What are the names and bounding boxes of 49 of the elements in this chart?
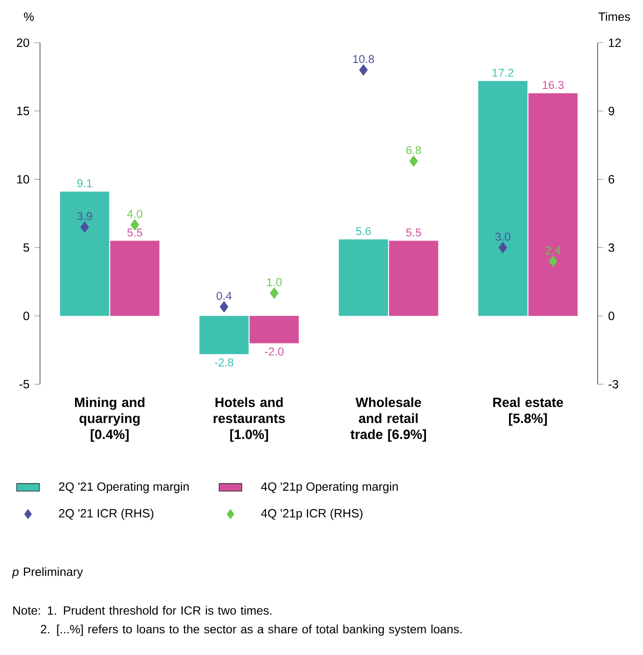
x-tick-label: Wholesale and retail trade [6.9%] — [350, 397, 426, 442]
bar — [60, 192, 110, 316]
y2-tick-label: 3 — [608, 243, 614, 252]
y-tick-label: 0 — [23, 312, 30, 320]
bar — [478, 80, 528, 316]
x-tick-label: Mining and quarrying [0.4%] — [75, 397, 144, 442]
data-label: 3.9 — [77, 212, 92, 220]
x-tick-label: Real estate [5.8%] — [493, 397, 564, 426]
data-label: 5.5 — [127, 228, 142, 236]
y2-axis-title: Times — [598, 12, 630, 21]
data-label: 9.1 — [77, 179, 92, 188]
legend-label: 4Q '21p Operating margin — [261, 482, 398, 494]
y-tick-label: 10 — [17, 175, 30, 184]
data-label: 3.0 — [495, 232, 510, 241]
legend-label: 2Q '21 ICR (RHS) — [59, 508, 154, 520]
data-label: 5.6 — [356, 227, 371, 236]
data-label: 0.4 — [216, 292, 232, 300]
data-label: 2.4 — [546, 246, 561, 254]
data-label: 5.5 — [406, 228, 422, 236]
y-tick-label: 5 — [23, 243, 30, 252]
legend-label: 2Q '21 Operating margin — [59, 482, 189, 494]
y2-tick-label: 0 — [608, 312, 614, 320]
text: Note: 1. Prudent threshold for ICR is two times. — [13, 606, 272, 615]
text: 2. [...%] refers to loans to the sector as a share of total banking system loans. — [40, 624, 462, 636]
y-tick-label: -5 — [19, 380, 30, 388]
data-label: 10.8 — [353, 55, 374, 64]
y2-tick-label: -3 — [608, 380, 618, 388]
data-label: 1.0 — [267, 278, 282, 286]
data-label: 6.8 — [406, 146, 422, 154]
y2-tick-label: 6 — [608, 175, 614, 184]
x-tick-label: Hotels and restaurants [1.0%] — [214, 397, 285, 442]
legend-label: 4Q '21p ICR (RHS) — [261, 508, 362, 520]
y2-tick-label: 9 — [608, 106, 614, 116]
data-label: 16.3 — [542, 80, 564, 89]
text: p Preliminary — [12, 567, 83, 578]
y-axis-title: % — [24, 12, 34, 21]
bar — [110, 240, 160, 316]
y-tick-label: 15 — [17, 106, 30, 116]
data-label: -2.8 — [214, 358, 234, 366]
bar — [250, 316, 299, 344]
data-label: 4.0 — [127, 210, 142, 218]
data-label: -2.0 — [264, 347, 284, 356]
bar — [199, 316, 249, 354]
bar — [389, 240, 438, 316]
data-label: 17.2 — [492, 68, 514, 77]
bar — [338, 239, 388, 316]
bar — [528, 93, 578, 316]
y-tick-label: 20 — [16, 38, 30, 47]
y2-tick-label: 12 — [608, 38, 621, 47]
